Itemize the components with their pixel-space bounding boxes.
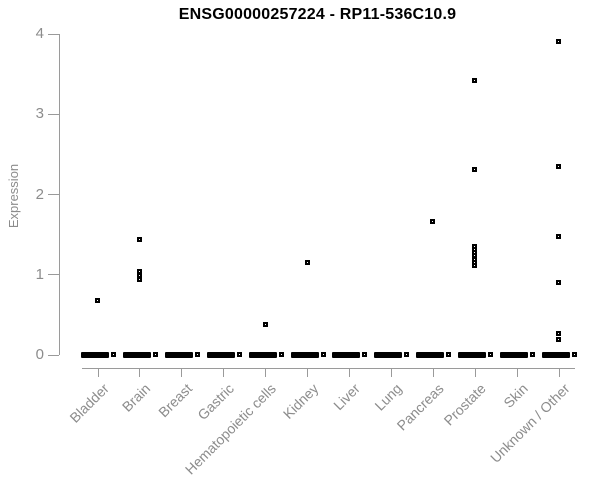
zero-expression-cluster-point <box>488 352 494 357</box>
chart-title: ENSG00000257224 - RP11-536C10.9 <box>178 6 457 23</box>
data-point <box>556 164 561 170</box>
zero-expression-cluster <box>81 352 109 358</box>
data-point <box>556 39 561 45</box>
data-point <box>136 269 142 275</box>
data-point <box>136 277 142 283</box>
zero-expression-cluster-point <box>278 352 284 357</box>
zero-expression-cluster-point <box>194 352 200 357</box>
x-tick-label: Lung <box>371 380 405 414</box>
data-point <box>472 78 478 84</box>
data-point <box>304 259 310 265</box>
data-point <box>556 331 561 337</box>
zero-expression-cluster <box>122 352 151 358</box>
x-tick-mark <box>265 368 267 377</box>
zero-expression-cluster-point <box>236 352 242 357</box>
x-tick-label: Brain <box>119 380 154 415</box>
zero-expression-cluster <box>374 352 403 358</box>
x-tick-label: Kidney <box>279 380 322 422</box>
x-tick-label: Skin <box>500 380 531 411</box>
x-tick-mark <box>223 368 225 377</box>
data-point <box>556 234 561 240</box>
data-point <box>472 262 478 268</box>
data-point <box>472 166 478 172</box>
zero-expression-cluster <box>542 352 570 358</box>
x-tick-mark <box>558 368 560 377</box>
x-tick-label: Bladder <box>66 380 112 426</box>
x-tick-mark <box>348 368 350 377</box>
y-axis-line <box>59 34 60 355</box>
x-axis-line <box>82 368 575 369</box>
zero-expression-cluster <box>332 352 361 358</box>
x-tick-label: Breast <box>155 380 196 421</box>
data-point <box>556 336 561 342</box>
x-tick-label: Unknown / Other <box>487 380 573 466</box>
zero-expression-cluster <box>164 352 193 358</box>
zero-expression-cluster-point <box>362 352 368 357</box>
x-tick-mark <box>516 368 518 377</box>
x-tick-mark <box>97 368 99 377</box>
zero-expression-cluster <box>206 352 235 358</box>
zero-expression-cluster-point <box>446 352 452 357</box>
y-tick-label: 0 <box>35 346 44 363</box>
data-point <box>430 218 436 224</box>
y-tick-mark <box>48 194 59 195</box>
x-tick-mark <box>390 368 392 377</box>
zero-expression-cluster <box>290 352 319 358</box>
zero-expression-cluster <box>500 352 529 358</box>
y-tick-mark <box>48 113 59 115</box>
zero-expression-cluster-point <box>152 352 158 357</box>
data-point <box>136 273 142 279</box>
x-tick-mark <box>432 368 434 377</box>
y-tick-label: 1 <box>35 265 44 283</box>
zero-expression-cluster-point <box>404 352 410 357</box>
zero-expression-cluster-point <box>572 352 577 357</box>
data-point <box>95 298 100 304</box>
x-tick-mark <box>139 368 141 377</box>
zero-expression-cluster-point <box>111 352 116 357</box>
zero-expression-cluster <box>458 352 487 358</box>
data-point <box>136 237 142 243</box>
x-tick-mark <box>474 368 476 377</box>
y-tick-mark <box>48 33 59 35</box>
data-point <box>262 322 268 328</box>
zero-expression-cluster-point <box>320 352 326 357</box>
data-point <box>556 279 561 285</box>
x-tick-label: Liver <box>330 380 364 414</box>
x-tick-label: Prostate <box>440 380 489 429</box>
x-tick-mark <box>181 368 183 377</box>
zero-expression-cluster <box>416 352 445 358</box>
x-tick-mark <box>307 368 309 377</box>
zero-expression-cluster-point <box>530 352 536 357</box>
y-tick-label: 3 <box>35 105 44 123</box>
y-tick-mark <box>48 274 59 276</box>
zero-expression-cluster <box>248 352 277 358</box>
y-tick-label: 4 <box>35 25 44 42</box>
y-tick-mark <box>48 354 59 356</box>
y-tick-label: 2 <box>35 185 44 203</box>
